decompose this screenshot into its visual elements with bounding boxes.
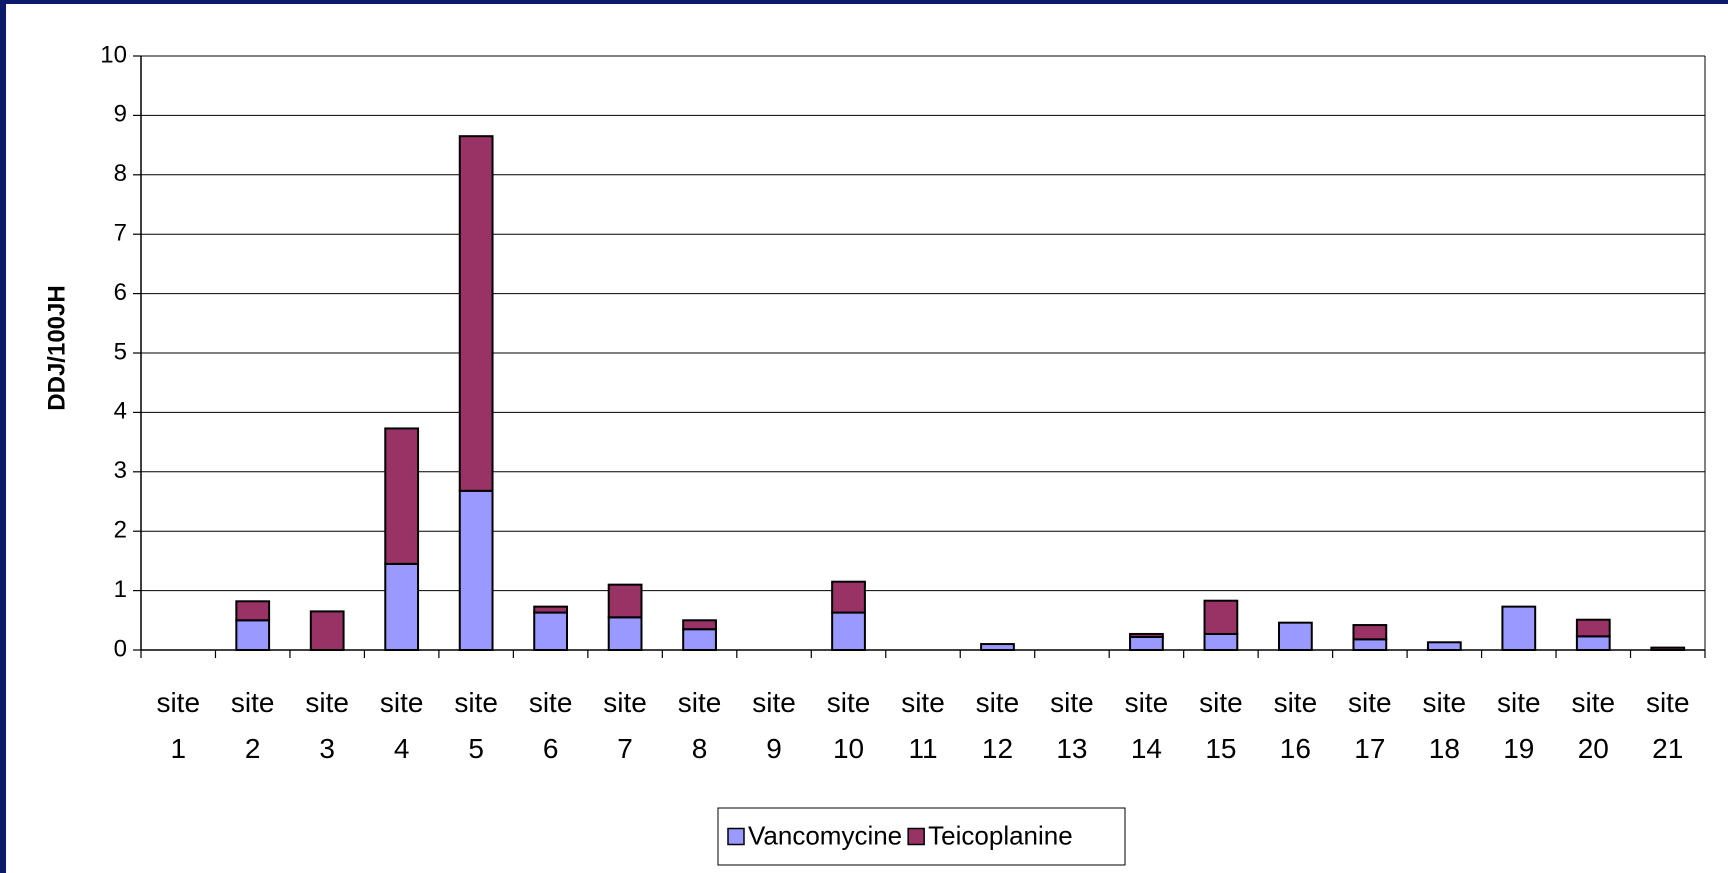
bar-segment <box>1129 635 1164 652</box>
bar-segment <box>831 580 866 614</box>
x-tick-label: site 16 <box>1273 687 1318 764</box>
bar-segment <box>607 583 643 619</box>
x-tick-label: site 8 <box>677 687 722 764</box>
x-tick-label: site 19 <box>1497 687 1541 764</box>
chart: DDJ/100JH 0 1 2 3 4 5 6 7 8 9 10 Vancomycine Teicopl… <box>43 41 1706 866</box>
bar-segment <box>682 628 717 652</box>
x-tick-label: site 15 <box>1199 687 1243 764</box>
bar-segment <box>1426 641 1462 652</box>
x-tick-label: site 14 <box>1124 687 1169 764</box>
x-tick-label: site 4 <box>379 687 424 764</box>
x-tick-label: site 12 <box>975 687 1020 764</box>
x-tick-label: site 18 <box>1422 687 1467 764</box>
bar-segment <box>1352 624 1388 641</box>
legend-swatch <box>727 827 745 846</box>
x-tick-label: site 13 <box>1050 687 1094 764</box>
bar-segment <box>1501 605 1537 651</box>
y-tick-label: 5 <box>114 338 127 365</box>
bar-segment <box>458 489 494 652</box>
bar-segment <box>1129 632 1164 638</box>
bar-segment <box>1575 635 1611 652</box>
y-tick-label: 8 <box>114 160 127 187</box>
bar-segment <box>1203 599 1239 635</box>
bar-segment <box>607 616 643 652</box>
bar-segment <box>235 600 271 622</box>
bar-segment <box>458 135 494 492</box>
bar-segment <box>682 619 717 631</box>
x-tick-label: site 20 <box>1571 687 1616 764</box>
x-tick-label: site 6 <box>528 687 573 764</box>
bar-segment <box>831 611 866 652</box>
y-axis-label: DDJ/100JH <box>43 285 70 410</box>
bar-segment <box>980 643 1015 651</box>
y-tick-label: 1 <box>114 576 127 603</box>
legend-label: Vancomycine <box>748 820 902 850</box>
x-tick-label: site 17 <box>1348 687 1392 764</box>
bar-segment <box>1203 632 1239 651</box>
y-tick-label: 10 <box>100 41 127 68</box>
bar-segment <box>1277 621 1313 652</box>
x-tick-label: site 7 <box>603 687 647 764</box>
x-tick-label: site 11 <box>901 687 945 764</box>
y-tick-label: 4 <box>114 398 127 425</box>
x-tick-label: site 10 <box>826 687 871 764</box>
bar-segment <box>1575 618 1611 638</box>
x-tick-label: site 3 <box>305 687 349 764</box>
x-tick-label: site 5 <box>454 687 498 764</box>
bar-segment <box>384 562 420 651</box>
x-tick-label: site 9 <box>752 687 796 764</box>
x-tick-label: site 1 <box>156 687 201 764</box>
bar-segment <box>235 619 271 651</box>
legend-swatch <box>907 827 925 846</box>
y-tick-label: 3 <box>114 457 127 484</box>
bar-segment <box>384 427 420 565</box>
y-tick-label: 9 <box>114 101 127 128</box>
y-tick-label: 0 <box>114 635 127 662</box>
y-tick-label: 7 <box>114 220 127 247</box>
bar-segment <box>1352 638 1388 651</box>
slide: DDJ/100JH 0 1 2 3 4 5 6 7 8 9 10 Vancomycine Teicopl… <box>6 4 1728 873</box>
legend-label: Teicoplanine <box>928 820 1073 850</box>
bar-segment <box>533 605 569 614</box>
y-tick-label: 6 <box>114 279 127 306</box>
x-tick-label: site 21 <box>1645 687 1690 764</box>
x-tick-label: site 2 <box>230 687 275 764</box>
bar-segment <box>309 610 345 652</box>
y-tick-label: 2 <box>114 517 127 544</box>
bar-segment <box>533 611 569 652</box>
bar-segment <box>1650 646 1686 652</box>
